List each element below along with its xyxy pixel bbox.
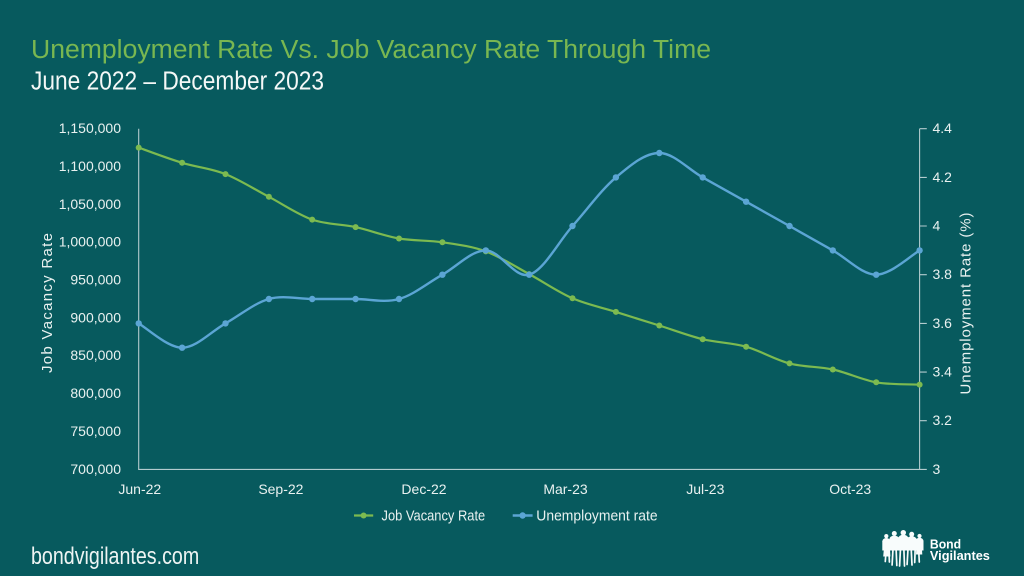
svg-text:Job Vacancy Rate: Job Vacancy Rate xyxy=(39,233,56,373)
svg-text:3.8: 3.8 xyxy=(933,266,953,282)
svg-text:1,100,000: 1,100,000 xyxy=(59,158,121,174)
svg-text:Job Vacancy Rate: Job Vacancy Rate xyxy=(382,508,486,524)
svg-text:3.2: 3.2 xyxy=(933,412,953,428)
svg-text:1,000,000: 1,000,000 xyxy=(59,234,121,250)
svg-text:Jul-23: Jul-23 xyxy=(686,481,724,497)
svg-text:4.4: 4.4 xyxy=(933,120,953,136)
svg-text:3: 3 xyxy=(933,461,941,477)
svg-text:Unemployment Rate Vs. Job Vaca: Unemployment Rate Vs. Job Vacancy Rate T… xyxy=(31,36,711,64)
svg-text:900,000: 900,000 xyxy=(70,309,121,325)
svg-text:Jun-22: Jun-22 xyxy=(118,481,161,497)
svg-text:700,000: 700,000 xyxy=(70,461,121,477)
svg-text:3.6: 3.6 xyxy=(933,315,953,331)
svg-text:Sep-22: Sep-22 xyxy=(258,481,303,497)
svg-text:Mar-23: Mar-23 xyxy=(543,481,588,497)
svg-text:Bond: Bond xyxy=(930,537,961,552)
svg-text:Dec-22: Dec-22 xyxy=(401,481,446,497)
svg-text:June 2022 – December 2023: June 2022 – December 2023 xyxy=(31,68,324,96)
svg-text:4: 4 xyxy=(933,217,941,233)
svg-text:1,050,000: 1,050,000 xyxy=(59,196,121,212)
svg-text:bondvigilantes.com: bondvigilantes.com xyxy=(31,543,199,570)
svg-text:800,000: 800,000 xyxy=(70,385,121,401)
svg-text:Unemployment Rate (%): Unemployment Rate (%) xyxy=(958,213,975,395)
svg-text:950,000: 950,000 xyxy=(70,272,121,288)
svg-text:4.2: 4.2 xyxy=(933,169,953,185)
svg-text:Oct-23: Oct-23 xyxy=(829,481,871,497)
svg-text:3.4: 3.4 xyxy=(933,364,953,380)
svg-text:Vigilantes: Vigilantes xyxy=(930,548,990,563)
svg-text:Unemployment rate: Unemployment rate xyxy=(536,508,657,524)
svg-text:1,150,000: 1,150,000 xyxy=(59,120,121,136)
svg-text:750,000: 750,000 xyxy=(70,423,121,439)
svg-text:850,000: 850,000 xyxy=(70,347,121,363)
